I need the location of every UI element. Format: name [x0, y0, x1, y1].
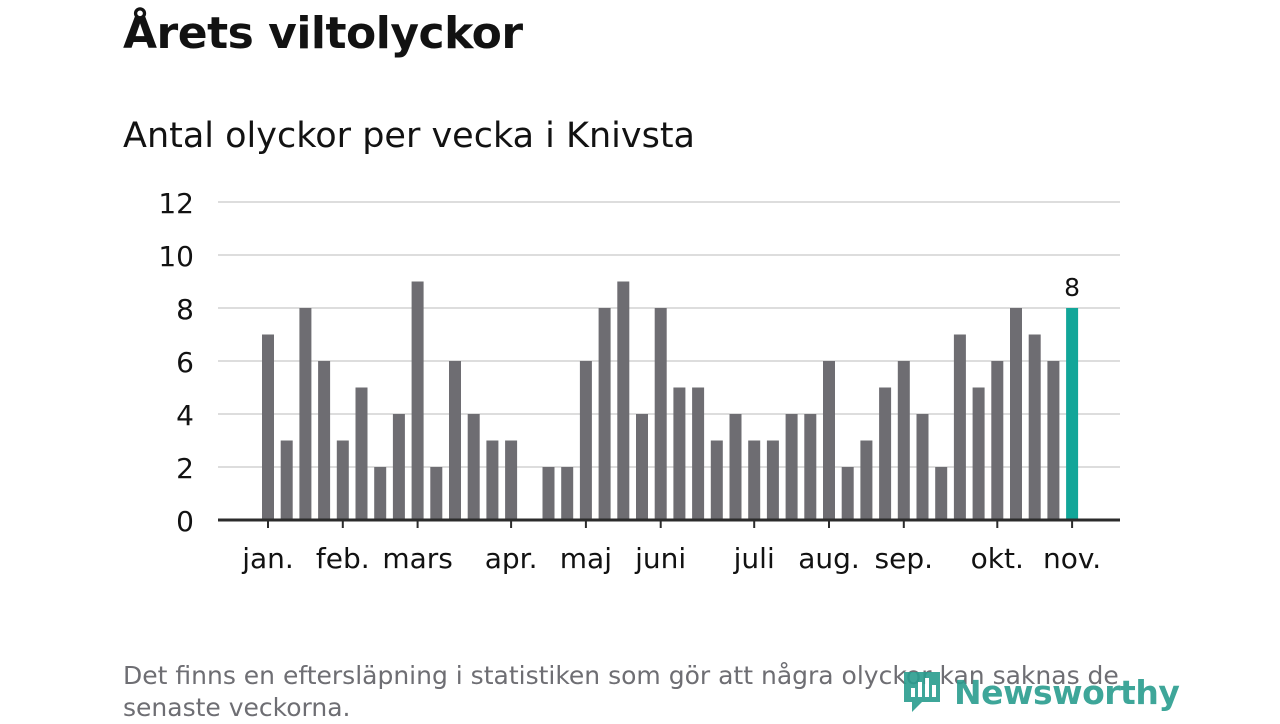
data-labels: 8: [1064, 273, 1080, 302]
y-tick-label-8: 8: [176, 293, 194, 326]
bar-week-1: [262, 334, 274, 520]
bar-week-34: [879, 387, 892, 520]
y-tick-label-4: 4: [176, 399, 194, 432]
x-tick-label: nov.: [1043, 542, 1101, 575]
gridlines: [218, 201, 1120, 468]
bar-week-13: [486, 440, 499, 520]
bar-week-30: [804, 414, 817, 520]
y-axis-tick-labels: 0 2 4 6 8 10 12: [158, 187, 194, 538]
bar-week-29: [785, 414, 798, 520]
bar-week-8: [392, 414, 405, 520]
bar-week-6: [355, 387, 368, 520]
bar-week-10: [430, 467, 443, 520]
bars: [262, 281, 1079, 520]
x-axis: [218, 518, 1120, 528]
bar-week-39: [972, 387, 985, 520]
bar-week-26: [729, 414, 742, 520]
bar-week-37: [935, 467, 948, 520]
newsworthy-logo-text: Newsworthy: [954, 672, 1180, 712]
x-tick-label: maj: [560, 542, 612, 575]
footnote: Det finns en eftersläpning i statistiken…: [123, 661, 1119, 722]
y-tick-label-2: 2: [176, 452, 194, 485]
bar-week-44: [1066, 308, 1079, 520]
newsworthy-logo-icon: [904, 672, 940, 712]
y-tick-label-6: 6: [176, 346, 194, 379]
bar-week-31: [823, 361, 835, 520]
bar-week-25: [710, 440, 723, 520]
chart-subtitle: Antal olyckor per vecka i Knivsta: [123, 116, 695, 156]
x-tick-label: aug.: [798, 542, 860, 575]
x-tick-label: okt.: [971, 542, 1024, 575]
x-tick-label: juni: [634, 542, 686, 575]
x-axis-tick-labels: jan. feb. mars apr. maj juni juli aug. sep. okt. n…: [241, 542, 1101, 575]
x-tick-label: feb.: [316, 542, 370, 575]
x-tick-label: sep.: [875, 542, 934, 575]
bar-week-43: [1047, 361, 1060, 520]
bar-week-27: [748, 440, 761, 520]
bar-week-42: [1028, 334, 1041, 520]
x-tick-label: juli: [733, 542, 775, 575]
bar-week-23: [673, 387, 686, 520]
bar-week-18: [579, 361, 592, 520]
bar-week-33: [860, 440, 873, 520]
bar-week-5: [336, 440, 349, 520]
x-tick-label: apr.: [485, 542, 538, 575]
bar-week-11: [449, 361, 461, 520]
bar-week-38: [953, 334, 966, 520]
bar-week-22: [654, 308, 667, 520]
bar-week-35: [897, 361, 910, 520]
bar-week-17: [561, 467, 574, 520]
bar-week-16: [542, 467, 555, 520]
bar-week-41: [1010, 308, 1022, 520]
bar-week-4: [318, 361, 331, 520]
y-tick-label-0: 0: [176, 505, 194, 538]
bar-week-32: [841, 467, 854, 520]
bar-week-19: [598, 308, 611, 520]
bar-week-3: [299, 308, 312, 520]
bar-week-12: [467, 414, 480, 520]
y-tick-label-10: 10: [158, 240, 194, 273]
bar-week-7: [374, 467, 387, 520]
bar-week-24: [692, 387, 705, 520]
bar-week-21: [636, 414, 648, 520]
bar-week-36: [916, 414, 929, 520]
bar-week-9: [411, 281, 424, 520]
chart-title: Årets viltolyckor: [123, 8, 523, 59]
data-label-latest-week: 8: [1064, 273, 1080, 302]
y-tick-label-12: 12: [158, 187, 194, 220]
bar-week-28: [766, 440, 779, 520]
newsworthy-logo: Newsworthy: [900, 668, 1180, 716]
x-tick-label: mars: [382, 542, 453, 575]
bar-week-20: [617, 281, 630, 520]
bar-week-40: [991, 361, 1004, 520]
x-tick-label: jan.: [241, 542, 294, 575]
bar-week-2: [280, 440, 293, 520]
bar-week-14: [505, 440, 518, 520]
